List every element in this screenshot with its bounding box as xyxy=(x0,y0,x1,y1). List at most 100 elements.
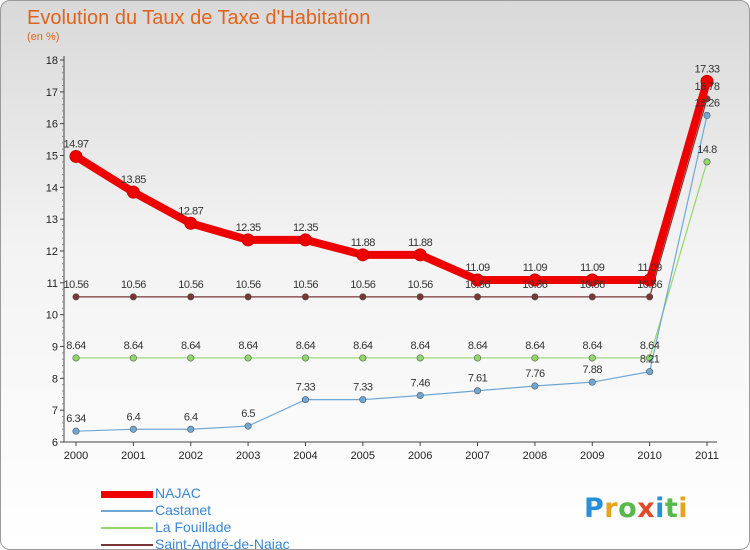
data-point xyxy=(72,427,80,435)
data-label: 10.56 xyxy=(350,279,375,291)
chart-subtitle: (en %) xyxy=(27,31,60,43)
x-tick-label: 2008 xyxy=(523,450,547,462)
logo-letter: r xyxy=(604,493,619,524)
data-point xyxy=(474,354,482,362)
data-label: 14.97 xyxy=(63,138,88,150)
data-point xyxy=(356,248,370,262)
data-label: 8.64 xyxy=(124,340,144,352)
x-tick-label: 2001 xyxy=(121,450,145,462)
data-point xyxy=(703,158,711,166)
data-label: 10.56 xyxy=(178,279,203,291)
data-point xyxy=(301,396,309,404)
legend-label: NAJAC xyxy=(155,485,201,501)
data-point xyxy=(700,74,714,88)
data-point xyxy=(588,378,596,386)
y-tick-label: 17 xyxy=(46,87,58,99)
data-point xyxy=(129,354,137,362)
data-label: 11.88 xyxy=(408,237,433,249)
data-label: 7.33 xyxy=(296,382,316,394)
data-label: 11.09 xyxy=(638,262,663,274)
data-point xyxy=(72,293,80,301)
data-label: 14.8 xyxy=(697,144,717,156)
data-label: 7.76 xyxy=(525,368,545,380)
data-point xyxy=(474,387,482,395)
y-tick-label: 14 xyxy=(46,182,58,194)
logo-letter: t xyxy=(664,493,679,524)
data-point xyxy=(244,354,252,362)
data-point xyxy=(531,293,539,301)
data-label: 10.56 xyxy=(236,279,261,291)
data-point xyxy=(241,233,255,247)
logo-letter: o xyxy=(618,493,638,524)
data-point xyxy=(359,396,367,404)
data-point xyxy=(244,422,252,430)
data-point xyxy=(187,425,195,433)
data-point xyxy=(359,293,367,301)
data-point xyxy=(69,149,83,163)
data-point xyxy=(413,248,427,262)
data-label: 6.4 xyxy=(184,411,198,423)
data-point xyxy=(416,293,424,301)
data-label: 11.09 xyxy=(465,262,490,274)
data-label: 7.33 xyxy=(353,382,373,394)
data-label: 6.4 xyxy=(126,411,140,423)
data-label: 10.56 xyxy=(63,279,88,291)
data-label: 12.35 xyxy=(236,222,261,234)
data-point xyxy=(531,354,539,362)
data-label: 7.61 xyxy=(468,373,488,385)
data-point xyxy=(301,293,309,301)
chart-title: Evolution du Taux de Taxe d'Habitation xyxy=(27,7,371,29)
proxiti-logo: Proxiti xyxy=(584,493,688,524)
x-tick-label: 2004 xyxy=(293,450,317,462)
x-tick-label: 2006 xyxy=(408,450,432,462)
data-point xyxy=(416,392,424,400)
data-label: 10.56 xyxy=(465,279,490,291)
data-label: 10.56 xyxy=(580,279,605,291)
y-tick-label: 10 xyxy=(46,310,58,322)
x-tick-label: 2007 xyxy=(465,450,489,462)
data-label: 8.64 xyxy=(238,340,258,352)
series-line-castanet xyxy=(75,114,708,432)
data-label: 6.5 xyxy=(241,408,255,420)
data-point xyxy=(585,273,599,287)
data-label: 12.87 xyxy=(178,205,203,217)
data-point xyxy=(643,273,657,287)
y-tick-label: 16 xyxy=(46,119,58,131)
legend-swatch xyxy=(101,544,153,546)
data-point xyxy=(474,293,482,301)
y-tick-label: 7 xyxy=(52,405,58,417)
legend-swatch xyxy=(101,527,153,529)
data-label: 7.46 xyxy=(410,378,430,390)
data-point xyxy=(129,293,137,301)
data-label: 13.85 xyxy=(121,174,146,186)
y-tick-label: 8 xyxy=(52,373,58,385)
x-tick-label: 2011 xyxy=(695,450,719,462)
data-point xyxy=(528,273,542,287)
data-label: 8.64 xyxy=(353,340,373,352)
y-tick-label: 12 xyxy=(46,246,58,258)
x-tick-label: 2003 xyxy=(236,450,260,462)
data-label: 10.56 xyxy=(408,279,433,291)
data-point xyxy=(129,425,137,433)
data-label: 17.33 xyxy=(694,63,719,75)
series-line-saint-andré-de-najac xyxy=(75,98,708,298)
data-label: 8.64 xyxy=(525,340,545,352)
legend-label: Castanet xyxy=(155,502,212,518)
x-tick-label: 2010 xyxy=(637,450,661,462)
data-label: 16.26 xyxy=(694,97,719,109)
data-point xyxy=(646,293,654,301)
y-tick-label: 6 xyxy=(52,437,58,449)
data-point xyxy=(588,354,596,362)
data-label: 16.78 xyxy=(694,81,719,93)
data-label: 12.35 xyxy=(293,222,318,234)
data-point xyxy=(301,354,309,362)
series-line-najac xyxy=(72,77,711,284)
legend-swatch xyxy=(101,490,153,498)
data-point xyxy=(588,293,596,301)
data-label: 8.21 xyxy=(640,354,660,366)
data-label: 8.64 xyxy=(583,340,603,352)
data-point xyxy=(126,185,140,199)
data-label: 6.34 xyxy=(66,413,86,425)
data-label: 11.88 xyxy=(351,237,376,249)
